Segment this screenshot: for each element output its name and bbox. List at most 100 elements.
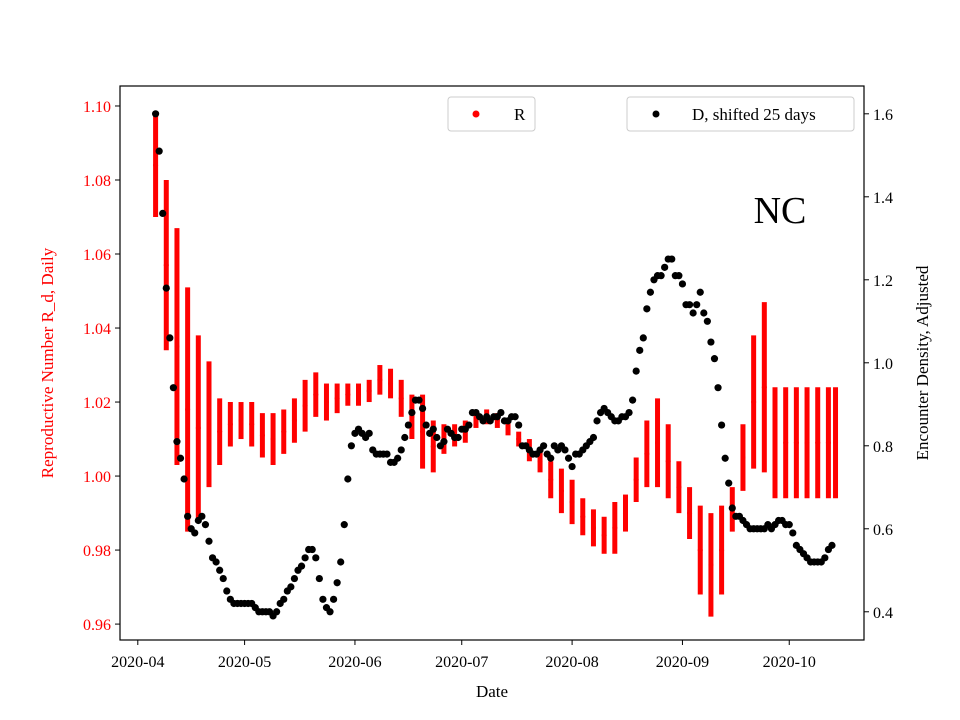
left-y-tick-label: 1.10: [83, 99, 111, 116]
r-point: [558, 488, 564, 494]
d-point: [198, 512, 206, 520]
d-point: [689, 309, 697, 317]
d-point: [418, 404, 427, 413]
d-point: [180, 475, 188, 483]
r-point: [291, 418, 297, 424]
r-point: [655, 440, 661, 446]
d-point: [184, 512, 192, 520]
right-y-axis-label: Encounter Density, Adjusted: [913, 265, 932, 460]
x-tick-label: 2020-05: [218, 654, 271, 671]
d-point: [191, 529, 199, 537]
r-point: [622, 510, 628, 516]
right-y-axis: 0.4 0.6 0.8 1.0 1.2 1.4 1.6: [864, 107, 893, 622]
d-point: [337, 558, 345, 566]
d-point: [728, 504, 736, 512]
r-point: [217, 429, 223, 435]
d-point: [155, 147, 163, 155]
r-point: [174, 344, 180, 350]
d-point: [429, 425, 437, 433]
state-annotation: NC: [754, 190, 807, 232]
x-tick-label: 2020-10: [763, 654, 816, 671]
right-y-tick-label: 1.4: [873, 190, 893, 207]
d-point: [401, 433, 409, 442]
d-point: [821, 554, 829, 562]
left-y-axis: 0.96 0.98 1.00 1.02 1.04 1.06 1.08 1.10: [83, 99, 120, 634]
r-point: [505, 425, 511, 431]
left-y-tick-label: 0.96: [83, 617, 111, 634]
r-point: [302, 403, 308, 409]
d-point: [454, 433, 462, 442]
r-point: [665, 458, 671, 464]
d-point: [333, 579, 341, 587]
x-tick-label: 2020-04: [111, 654, 164, 671]
d-point: [308, 545, 316, 554]
r-point: [537, 458, 543, 464]
r-point: [644, 451, 650, 457]
d-point: [205, 537, 213, 545]
d-point: [636, 346, 644, 354]
d-point: [547, 454, 555, 462]
legend-r-label: R: [514, 105, 526, 124]
right-y-tick-label: 0.4: [873, 605, 893, 622]
d-point: [625, 408, 633, 417]
x-tick-label: 2020-08: [545, 654, 598, 671]
r-point: [612, 525, 618, 531]
d-point: [725, 479, 733, 487]
d-point: [344, 475, 352, 483]
r-point: [377, 377, 383, 383]
r-point: [185, 406, 191, 412]
d-point: [216, 566, 224, 574]
d-point: [497, 408, 505, 417]
d-point: [657, 272, 665, 280]
r-point: [708, 562, 714, 568]
r-point: [270, 436, 276, 442]
d-point: [700, 309, 708, 317]
r-point: [153, 162, 159, 168]
left-y-tick-label: 0.98: [83, 543, 111, 560]
d-point: [223, 587, 231, 595]
d-point: [714, 384, 722, 392]
d-point: [169, 384, 177, 392]
r-point: [420, 429, 426, 435]
r-point: [751, 399, 757, 405]
x-axis-label: Date: [476, 682, 508, 701]
d-point: [166, 334, 174, 342]
d-point: [828, 541, 836, 549]
d-point: [408, 408, 416, 417]
d-point: [151, 110, 160, 118]
d-point: [515, 421, 523, 429]
left-y-tick-label: 1.06: [83, 247, 111, 264]
r-point: [815, 440, 821, 446]
r-point: [334, 395, 340, 401]
d-point: [696, 288, 704, 296]
d-point: [159, 209, 167, 217]
d-point: [212, 558, 220, 566]
d-point: [568, 462, 576, 471]
d-point: [703, 317, 711, 325]
right-y-tick-label: 0.6: [873, 522, 893, 539]
r-point: [719, 547, 725, 553]
r-point: [833, 440, 839, 446]
d-point: [789, 529, 797, 537]
d-point: [173, 438, 181, 446]
legend-d-label: D, shifted 25 days: [692, 105, 816, 124]
d-point: [678, 280, 687, 288]
x-axis: 2020-04 2020-05 2020-06 2020-07 2020-08 2020-…: [111, 640, 816, 671]
d-point: [347, 442, 355, 450]
d-point: [593, 417, 601, 425]
left-y-tick-label: 1.00: [83, 469, 111, 486]
x-tick-label: 2020-09: [656, 654, 709, 671]
left-y-axis-label: Reproductive Number R_d, Daily: [38, 247, 57, 478]
r-point: [366, 388, 372, 394]
r-point: [676, 484, 682, 490]
d-point: [340, 521, 348, 529]
r-point: [569, 499, 575, 505]
d-point: [301, 554, 309, 562]
d-point: [422, 421, 430, 429]
d-point: [629, 396, 637, 404]
d-point: [693, 301, 701, 309]
legend-r: R: [447, 96, 536, 132]
d-point: [319, 595, 327, 603]
d-point: [315, 574, 323, 583]
r-point: [345, 392, 351, 398]
